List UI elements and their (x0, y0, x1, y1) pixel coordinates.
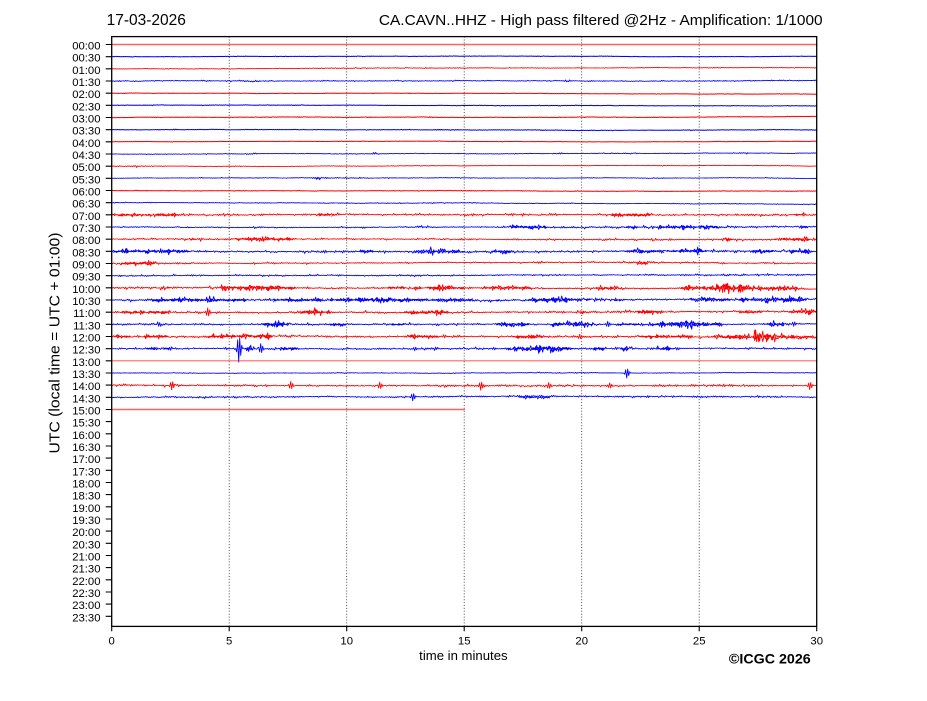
svg-text:01:00: 01:00 (72, 65, 100, 77)
svg-text:08:00: 08:00 (72, 235, 100, 247)
svg-text:21:30: 21:30 (72, 564, 100, 576)
svg-text:30: 30 (810, 636, 823, 648)
svg-text:09:30: 09:30 (72, 272, 100, 284)
svg-text:10:00: 10:00 (72, 284, 100, 296)
svg-text:13:00: 13:00 (72, 357, 100, 369)
svg-text:20: 20 (575, 636, 588, 648)
svg-text:23:30: 23:30 (72, 612, 100, 624)
svg-text:01:30: 01:30 (72, 77, 100, 89)
svg-text:04:00: 04:00 (72, 138, 100, 150)
svg-text:17:00: 17:00 (72, 454, 100, 466)
svg-text:22:30: 22:30 (72, 588, 100, 600)
svg-text:21:00: 21:00 (72, 552, 100, 564)
svg-text:02:00: 02:00 (72, 89, 100, 101)
svg-text:09:00: 09:00 (72, 260, 100, 272)
svg-text:22:00: 22:00 (72, 576, 100, 588)
svg-text:07:00: 07:00 (72, 211, 100, 223)
svg-text:10:30: 10:30 (72, 296, 100, 308)
svg-text:17-03-2026: 17-03-2026 (107, 12, 186, 29)
svg-text:18:00: 18:00 (72, 479, 100, 491)
svg-text:19:00: 19:00 (72, 503, 100, 515)
svg-text:20:30: 20:30 (72, 539, 100, 551)
svg-text:UTC (local time = UTC + 01:00): UTC (local time = UTC + 01:00) (47, 233, 64, 454)
svg-text:05:30: 05:30 (72, 174, 100, 186)
svg-text:14:30: 14:30 (72, 393, 100, 405)
svg-text:17:30: 17:30 (72, 466, 100, 478)
svg-text:12:30: 12:30 (72, 345, 100, 357)
svg-text:05:00: 05:00 (72, 162, 100, 174)
svg-text:14:00: 14:00 (72, 381, 100, 393)
svg-text:0: 0 (109, 636, 115, 648)
svg-text:07:30: 07:30 (72, 223, 100, 235)
svg-text:13:30: 13:30 (72, 369, 100, 381)
svg-text:19:30: 19:30 (72, 515, 100, 527)
svg-text:00:00: 00:00 (72, 41, 100, 53)
svg-text:02:30: 02:30 (72, 101, 100, 113)
svg-text:16:00: 16:00 (72, 430, 100, 442)
svg-text:03:30: 03:30 (72, 126, 100, 138)
svg-text:10: 10 (340, 636, 353, 648)
svg-text:06:00: 06:00 (72, 187, 100, 199)
svg-text:©ICGC 2026: ©ICGC 2026 (729, 650, 811, 666)
svg-text:25: 25 (693, 636, 706, 648)
svg-text:time in minutes: time in minutes (419, 648, 508, 663)
svg-text:23:00: 23:00 (72, 600, 100, 612)
svg-text:06:30: 06:30 (72, 199, 100, 211)
svg-text:15:00: 15:00 (72, 406, 100, 418)
svg-text:16:30: 16:30 (72, 442, 100, 454)
svg-text:11:00: 11:00 (73, 308, 100, 320)
svg-text:03:00: 03:00 (72, 114, 100, 126)
svg-text:CA.CAVN..HHZ - High pass filte: CA.CAVN..HHZ - High pass filtered @2Hz -… (379, 12, 823, 29)
svg-text:00:30: 00:30 (72, 53, 100, 65)
svg-text:15:30: 15:30 (72, 418, 100, 430)
svg-text:04:30: 04:30 (72, 150, 100, 162)
svg-text:18:30: 18:30 (72, 491, 100, 503)
svg-text:08:30: 08:30 (72, 247, 100, 259)
svg-text:12:00: 12:00 (72, 333, 100, 345)
svg-text:15: 15 (458, 636, 471, 648)
svg-text:20:00: 20:00 (72, 527, 100, 539)
svg-text:11:30: 11:30 (73, 320, 100, 332)
svg-text:5: 5 (226, 636, 232, 648)
